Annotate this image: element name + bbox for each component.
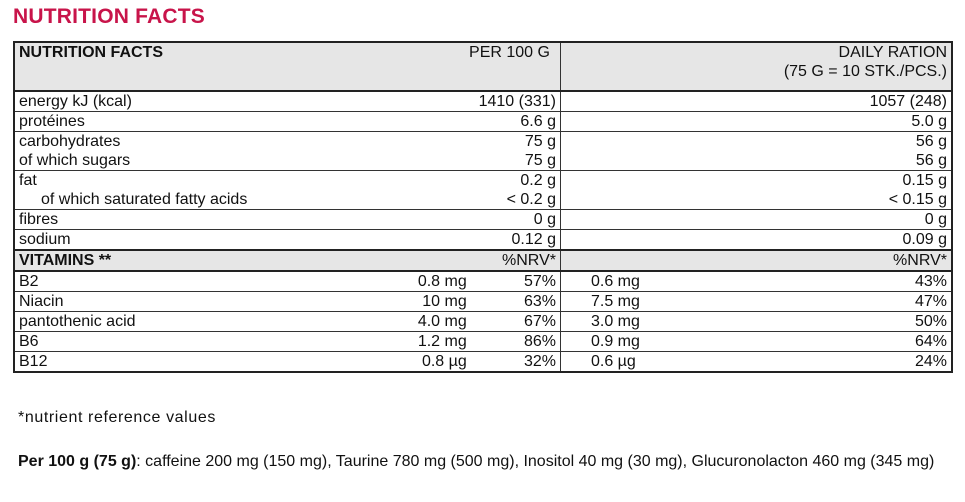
nutrient-per100: 75 g xyxy=(524,152,556,169)
vitamin-amount-daily: 3.0 mg xyxy=(559,311,785,332)
table-row: fat 0.2 g 0.15 g xyxy=(14,170,952,190)
nutrient-per100: 75 g xyxy=(524,133,556,150)
vitamins-nrv-per100: %NRV* xyxy=(502,252,556,269)
nutrient-per100: 0.2 g xyxy=(520,172,556,189)
vitamin-nrv-daily: 24% xyxy=(914,353,947,370)
nutrient-name: protéines xyxy=(19,113,85,130)
footnote: *nutrient reference values xyxy=(18,409,216,426)
footer-text: : caffeine 200 mg (150 mg), Taurine 780 … xyxy=(136,453,935,470)
vitamin-amount-daily: 0.6 µg xyxy=(559,351,785,372)
vitamin-nrv-per100: 86% xyxy=(523,333,556,350)
vitamin-name: Niacin xyxy=(19,293,64,310)
vitamin-amount-daily: 0.9 mg xyxy=(559,331,785,352)
nutrient-daily: 56 g xyxy=(559,131,952,151)
vitamin-nrv-daily: 50% xyxy=(914,313,947,330)
vitamins-nrv-daily: %NRV* xyxy=(893,252,947,269)
nutrient-name: of which saturated fatty acids xyxy=(41,191,248,208)
nutrient-daily: 1057 (248) xyxy=(559,91,952,112)
table-row: carbohydrates 75 g 56 g xyxy=(14,131,952,151)
nutrient-per100: 6.6 g xyxy=(520,113,556,130)
nutrient-daily: 0.15 g xyxy=(559,170,952,190)
vitamin-amount-per100: 10 mg xyxy=(422,293,467,310)
vitamin-amount-daily: 0.6 mg xyxy=(559,271,785,292)
table-row: of which saturated fatty acids < 0.2 g < 0… xyxy=(14,190,952,210)
vitamin-name: B6 xyxy=(19,333,39,350)
nutrient-per100: 0 g xyxy=(533,211,556,228)
table-header-row: NUTRITION FACTS PER 100 G DAILY RATION (… xyxy=(14,42,952,91)
table-row: of which sugars 75 g 56 g xyxy=(14,151,952,171)
nutrient-daily: < 0.15 g xyxy=(559,190,952,210)
table-row: sodium 0.12 g 0.09 g xyxy=(14,229,952,250)
vitamin-name: B12 xyxy=(19,353,48,370)
vitamin-amount-per100: 4.0 mg xyxy=(417,313,467,330)
nutrient-daily: 5.0 g xyxy=(559,111,952,132)
header-per-100g: PER 100 G xyxy=(469,44,550,61)
vitamin-amount-per100: 0.8 mg xyxy=(417,273,467,290)
table-row: B12 0.8 µg 32% 0.6 µg 24% xyxy=(14,351,952,372)
nutrient-name: fibres xyxy=(19,211,59,228)
nutrient-per100: < 0.2 g xyxy=(506,191,556,208)
header-label: NUTRITION FACTS xyxy=(19,44,163,61)
nutrient-name: carbohydrates xyxy=(19,133,121,150)
header-daily-ration: DAILY RATION (75 G = 10 STK./PCS.) xyxy=(559,42,952,91)
vitamin-nrv-daily: 64% xyxy=(914,333,947,350)
vitamin-name: B2 xyxy=(19,273,39,290)
table-row: energy kJ (kcal) 1410 (331) 1057 (248) xyxy=(14,91,952,112)
vitamin-nrv-per100: 67% xyxy=(523,313,556,330)
vitamin-nrv-daily: 43% xyxy=(914,273,947,290)
table-row: pantothenic acid 4.0 mg 67% 3.0 mg 50% xyxy=(14,311,952,332)
vitamins-label: VITAMINS ** xyxy=(19,252,112,269)
table-row: B6 1.2 mg 86% 0.9 mg 64% xyxy=(14,331,952,352)
page-title: NUTRITION FACTS xyxy=(13,5,205,28)
nutrient-name: energy kJ (kcal) xyxy=(19,93,132,110)
vitamin-nrv-per100: 57% xyxy=(523,273,556,290)
vitamin-name: pantothenic acid xyxy=(19,313,136,330)
vitamin-nrv-per100: 63% xyxy=(523,293,556,310)
nutrient-per100: 0.12 g xyxy=(511,231,556,248)
header-daily-line2: (75 G = 10 STK./PCS.) xyxy=(783,63,947,80)
vitamin-nrv-per100: 32% xyxy=(523,353,556,370)
vitamin-amount-per100: 1.2 mg xyxy=(417,333,467,350)
footer-bold: Per 100 g (75 g) xyxy=(18,453,137,470)
ingredients-footer: Per 100 g (75 g): caffeine 200 mg (150 m… xyxy=(18,452,938,472)
nutrient-daily: 0 g xyxy=(559,209,952,230)
vitamins-header-row: VITAMINS ** %NRV* %NRV* xyxy=(14,250,952,271)
vitamin-amount-daily: 7.5 mg xyxy=(559,291,785,312)
vitamin-nrv-daily: 47% xyxy=(914,293,947,310)
nutrient-daily: 56 g xyxy=(559,151,952,171)
vitamin-amount-per100: 0.8 µg xyxy=(421,353,467,370)
nutrient-name: fat xyxy=(19,172,37,189)
nutrient-name: sodium xyxy=(19,231,71,248)
header-daily-line1: DAILY RATION xyxy=(838,44,947,61)
nutrient-per100: 1410 (331) xyxy=(478,93,556,110)
nutrient-name: of which sugars xyxy=(19,152,131,169)
table-row: Niacin 10 mg 63% 7.5 mg 47% xyxy=(14,291,952,312)
table-row: protéines 6.6 g 5.0 g xyxy=(14,111,952,132)
nutrient-daily: 0.09 g xyxy=(559,229,952,250)
table-row: B2 0.8 mg 57% 0.6 mg 43% xyxy=(14,271,952,292)
nutrition-table: NUTRITION FACTS PER 100 G DAILY RATION (… xyxy=(13,41,953,373)
